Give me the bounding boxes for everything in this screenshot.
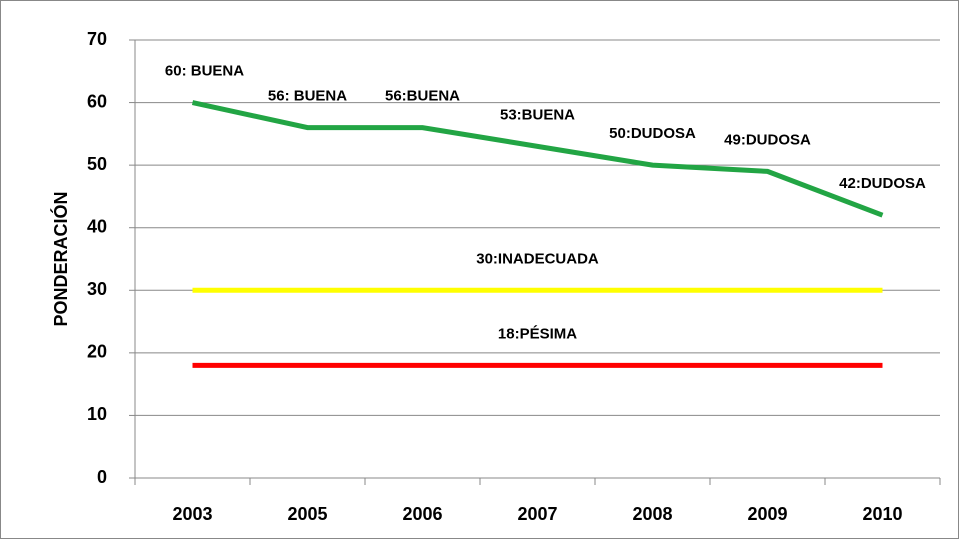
x-tick-label: 2010	[862, 504, 902, 524]
series-line	[191, 100, 884, 218]
data-label: 56: BUENA	[268, 88, 347, 105]
y-tick-label: 0	[97, 467, 107, 487]
x-tick-label: 2003	[172, 504, 212, 524]
x-tick-label: 2005	[287, 504, 327, 524]
x-tick-label: 2009	[747, 504, 787, 524]
y-tick-label: 70	[87, 29, 107, 49]
data-label: 56:BUENA	[385, 88, 460, 105]
data-label: 30:INADECUADA	[476, 250, 599, 267]
data-label: 53:BUENA	[500, 106, 575, 123]
y-tick-label: 60	[87, 91, 107, 111]
data-label: 18:PÉSIMA	[498, 325, 577, 342]
y-tick-label: 10	[87, 404, 107, 424]
data-label: 50:DUDOSA	[609, 125, 696, 142]
data-label: 42:DUDOSA	[839, 175, 926, 192]
x-tick-label: 2008	[632, 504, 672, 524]
data-label: 49:DUDOSA	[724, 131, 811, 148]
y-tick-label: 40	[87, 216, 107, 236]
y-tick-label: 30	[87, 279, 107, 299]
y-tick-label: 20	[87, 342, 107, 362]
data-label: 60: BUENA	[165, 63, 244, 80]
y-axis-label: PONDERACIÓN	[50, 191, 71, 326]
y-tick-label: 50	[87, 154, 107, 174]
x-tick-label: 2006	[402, 504, 442, 524]
x-tick-label: 2007	[517, 504, 557, 524]
